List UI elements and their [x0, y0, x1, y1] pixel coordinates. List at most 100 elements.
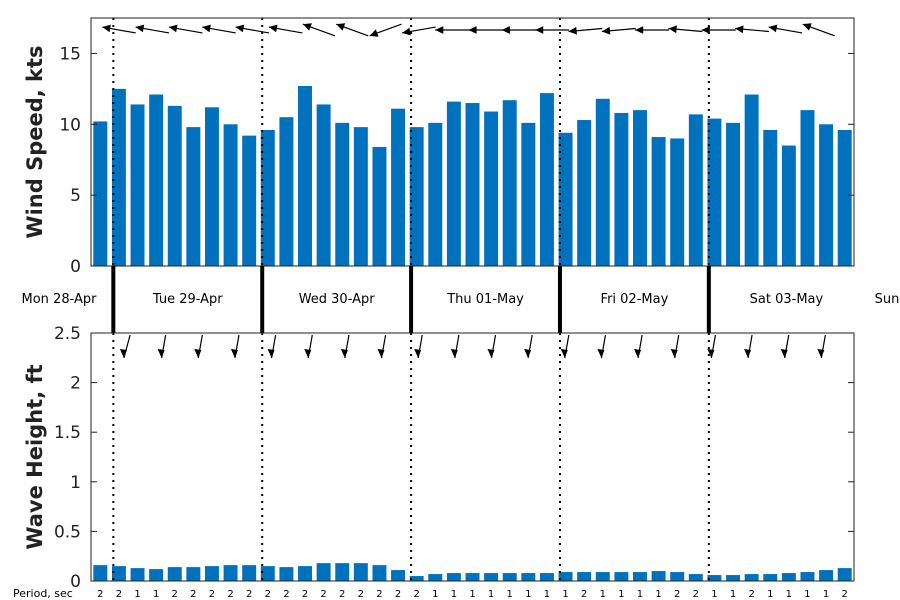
- day-label: Wed 30-Apr: [299, 292, 376, 307]
- day-label: Mon 28-Apr: [22, 292, 98, 307]
- wave-bar: [744, 574, 759, 581]
- period-value: 2: [339, 589, 345, 600]
- wind-bar: [800, 110, 815, 266]
- wind-direction-arrow: [501, 26, 536, 34]
- wave-direction-arrow: [817, 334, 826, 359]
- day-label: Fri 02-May: [601, 292, 669, 307]
- wind-bar: [484, 111, 499, 266]
- wave-bar: [502, 573, 517, 581]
- wave-bar: [837, 568, 852, 581]
- wave-bar: [819, 570, 834, 581]
- wave-y-axis-label: Wave Height, ft: [23, 364, 47, 549]
- wind-bar: [186, 127, 201, 267]
- wave-y-tick-label: 1: [70, 473, 81, 493]
- wave-y-tick-label: 2: [70, 374, 81, 394]
- wind-bar: [521, 122, 536, 267]
- wind-bar: [781, 145, 796, 266]
- period-value: 1: [786, 589, 792, 600]
- wave-bar: [800, 572, 815, 581]
- period-value: 2: [376, 589, 382, 600]
- wind-direction-arrow: [668, 25, 703, 34]
- wind-bar: [763, 129, 778, 266]
- period-value: 2: [320, 589, 326, 600]
- wave-direction-arrow: [707, 334, 717, 359]
- wind-bar: [298, 86, 312, 266]
- wind-direction-arrow: [601, 26, 636, 35]
- wave-direction-arrow: [230, 334, 240, 359]
- wind-bar: [819, 124, 834, 267]
- period-value: 1: [544, 589, 550, 600]
- period-value: 1: [637, 589, 643, 600]
- wind-bar: [688, 114, 703, 266]
- wave-direction-arrow: [634, 334, 643, 359]
- wave-y-tick-label: 1.5: [54, 423, 81, 443]
- period-value: 1: [432, 589, 438, 600]
- wind-bar: [837, 129, 852, 266]
- wave-bar: [279, 567, 294, 581]
- period-value: 1: [488, 589, 494, 600]
- wave-y-tick-label: 2.5: [54, 324, 81, 344]
- wind-bar: [223, 124, 238, 267]
- wind-bar: [651, 137, 666, 266]
- wave-bar: [298, 566, 312, 581]
- wind-direction-arrow: [369, 23, 402, 37]
- wave-direction-arrow: [670, 334, 680, 359]
- wave-bar: [763, 574, 778, 581]
- wave-bar: [651, 571, 666, 581]
- period-label: Period, sec: [13, 587, 73, 600]
- wave-bar: [409, 576, 424, 581]
- wave-bar: [335, 563, 350, 581]
- wind-bar: [204, 107, 219, 266]
- wave-y-tick-label: 0: [70, 572, 81, 592]
- period-value: 1: [767, 589, 773, 600]
- day-label: Sat 03-May: [750, 292, 824, 307]
- wind-bar: [130, 104, 145, 267]
- day-label: Sun: [875, 292, 900, 307]
- wind-direction-arrow: [701, 26, 736, 34]
- period-value: 2: [116, 589, 122, 600]
- wind-direction-arrow: [336, 23, 369, 37]
- period-value: 2: [842, 589, 848, 600]
- wave-bar: [167, 567, 182, 581]
- wave-bar: [688, 574, 703, 581]
- wave-bar: [149, 569, 164, 581]
- wind-bar: [335, 122, 350, 267]
- wave-direction-arrow: [450, 334, 460, 359]
- day-label: Thu 01-May: [446, 292, 524, 307]
- wind-bar: [446, 101, 461, 267]
- wind-direction-arrow: [568, 26, 603, 35]
- wind-bar: [372, 146, 387, 266]
- period-value: 1: [618, 589, 624, 600]
- wind-direction-arrow: [102, 24, 136, 34]
- period-value: 1: [823, 589, 829, 600]
- wave-bar: [316, 563, 331, 581]
- wave-bar: [539, 573, 554, 581]
- period-value: 2: [283, 589, 289, 600]
- wave-direction-arrow: [194, 334, 203, 359]
- wave-direction-arrow: [377, 334, 387, 359]
- wind-direction-arrow: [468, 26, 503, 34]
- wind-bar: [744, 94, 759, 266]
- wave-bar: [726, 575, 741, 581]
- wave-bar: [186, 567, 201, 581]
- period-value: 2: [172, 589, 178, 600]
- wave-bar: [428, 574, 443, 581]
- period-value: 1: [804, 589, 810, 600]
- period-value: 1: [655, 589, 661, 600]
- wave-bar: [670, 572, 685, 581]
- wind-direction-arrow: [402, 26, 436, 36]
- period-value: 1: [451, 589, 457, 600]
- period-value: 1: [600, 589, 606, 600]
- wave-bar: [633, 572, 647, 581]
- wave-bar: [372, 565, 387, 581]
- wave-direction-arrow: [119, 334, 131, 359]
- period-value: 1: [507, 589, 513, 600]
- wave-bar: [446, 573, 461, 581]
- wave-direction-arrow: [340, 334, 350, 359]
- wave-bar: [577, 572, 592, 581]
- wind-direction-arrow: [768, 24, 803, 34]
- period-value: 1: [153, 589, 159, 600]
- wave-bar: [521, 573, 536, 581]
- wind-bar: [167, 105, 182, 266]
